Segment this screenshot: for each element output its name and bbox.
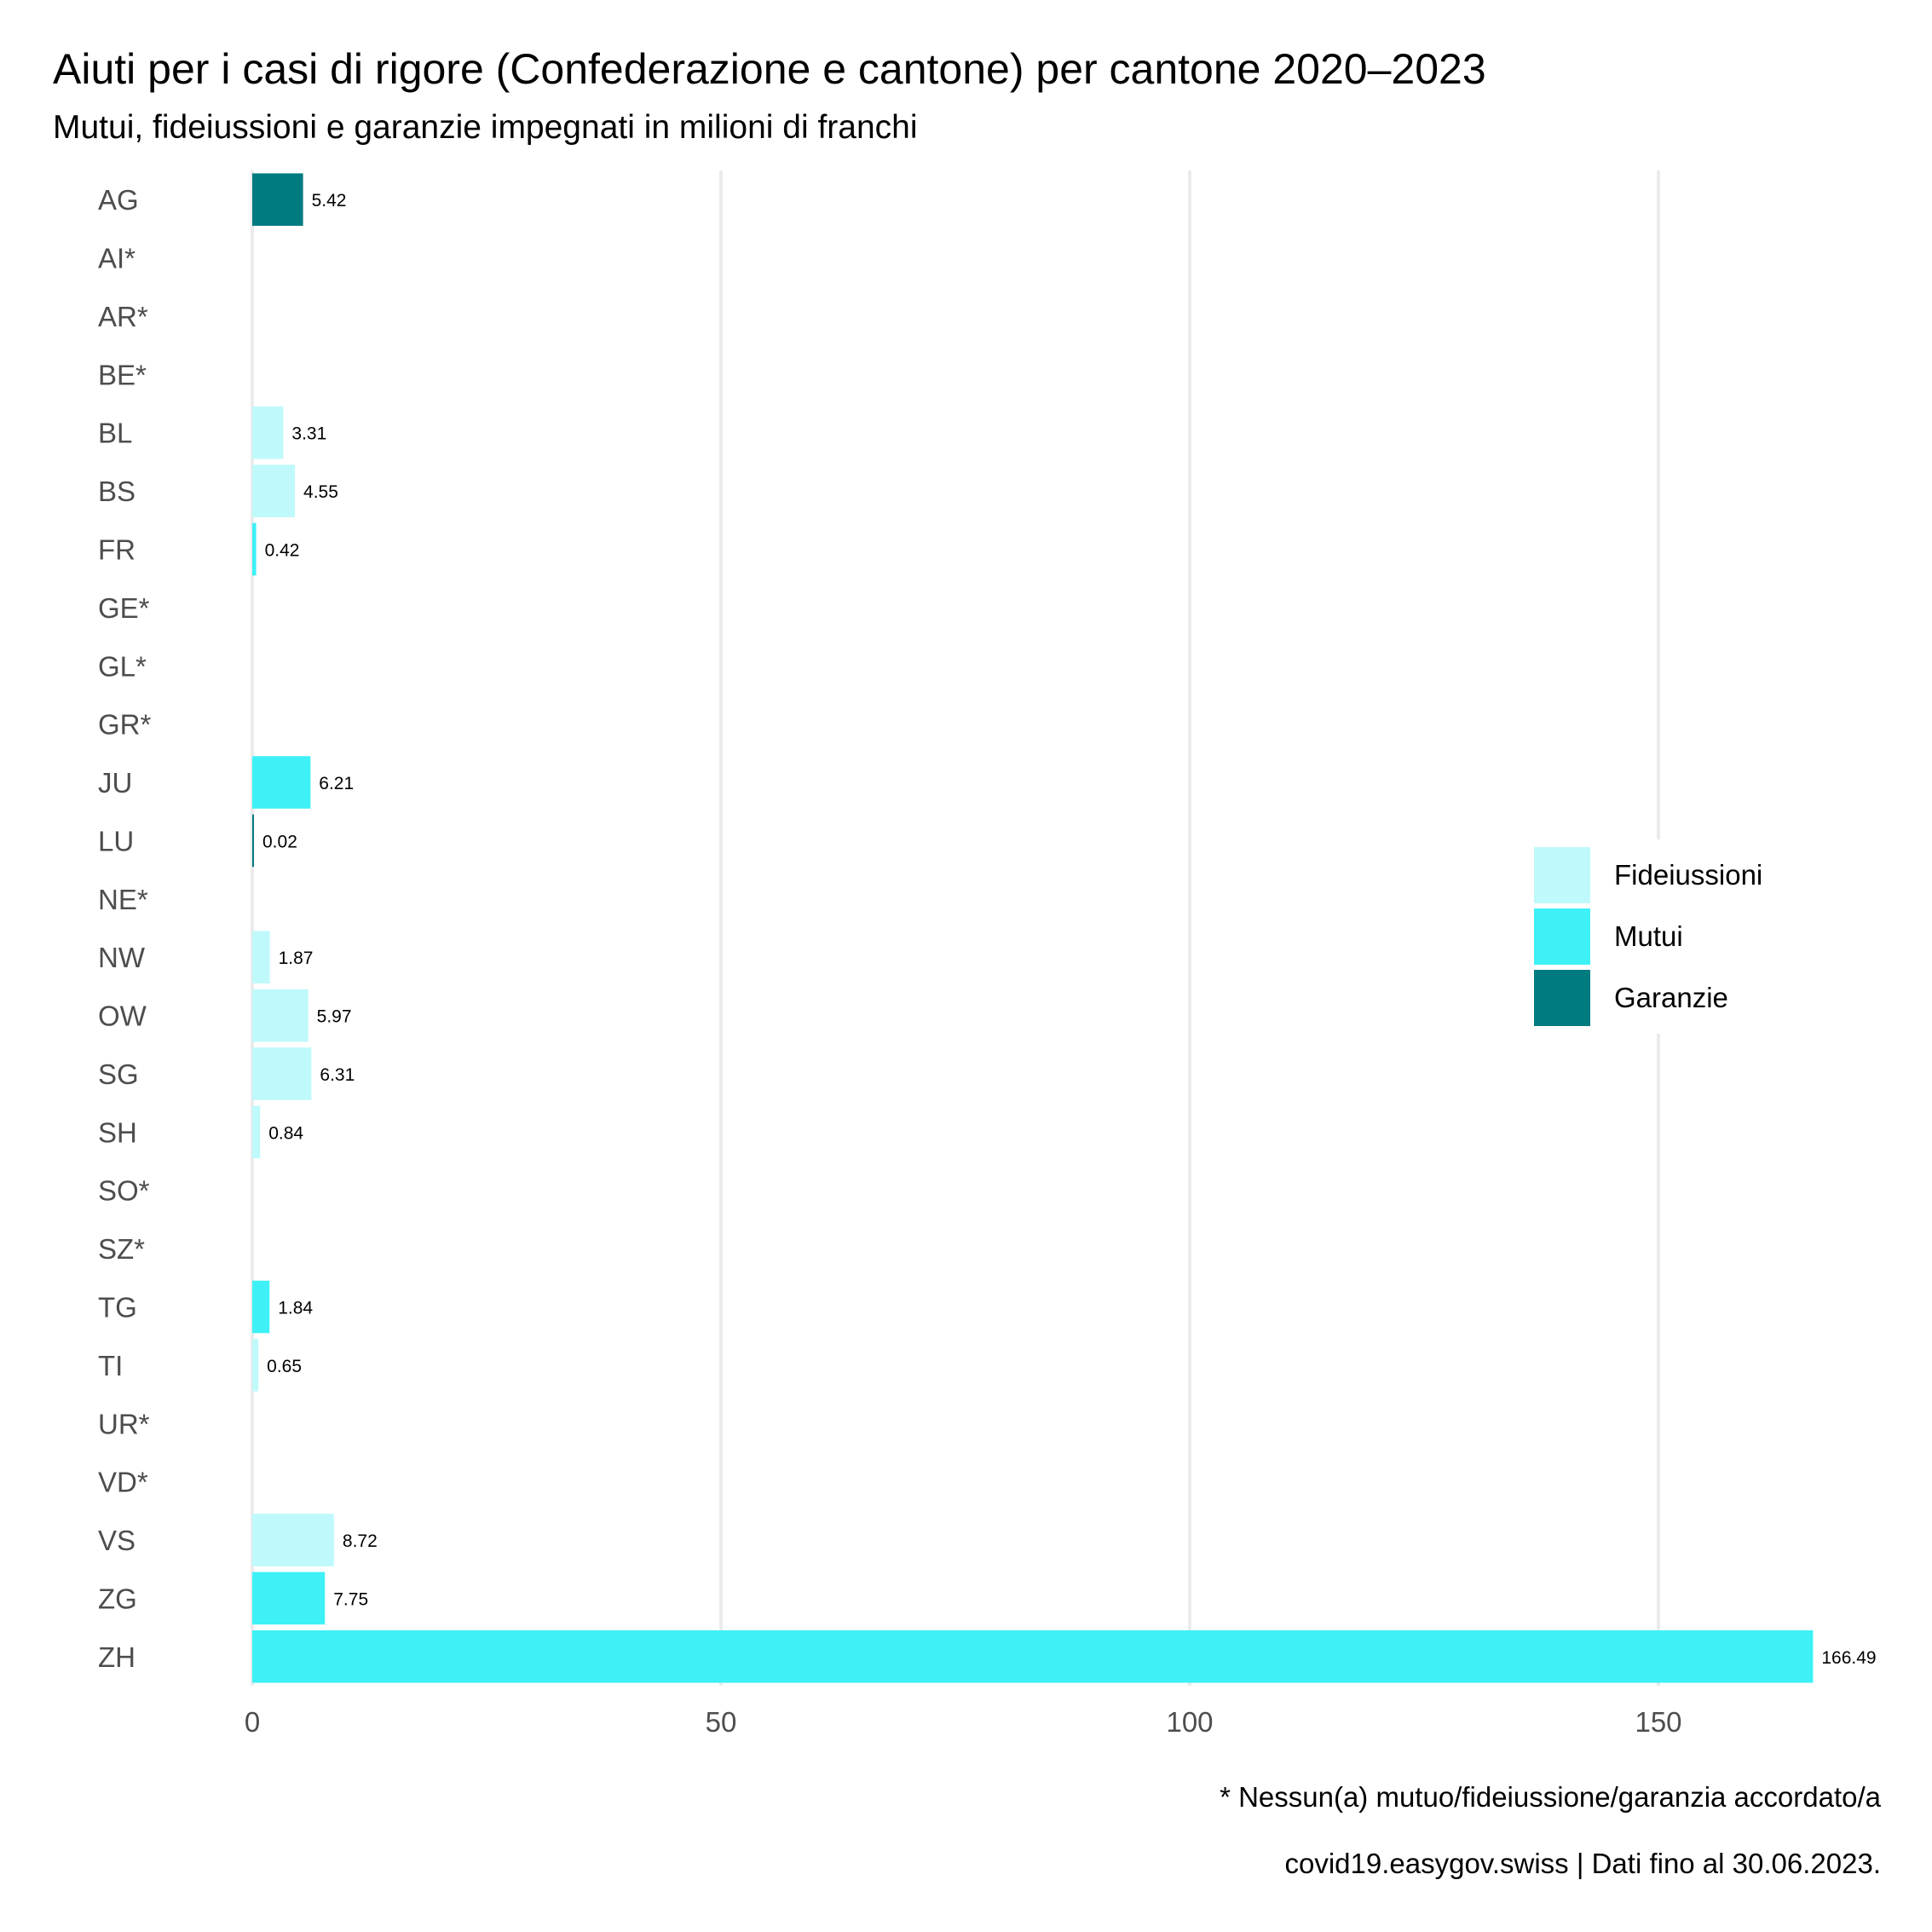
category-label-ur: UR* <box>98 1408 150 1439</box>
bar-lu <box>252 814 254 868</box>
category-label-vd: VD* <box>98 1467 148 1498</box>
category-label-lu: LU <box>98 825 134 856</box>
value-label-ow: 5.97 <box>317 1007 352 1027</box>
category-label-bs: BS <box>98 476 136 507</box>
value-label-ti: 0.65 <box>267 1357 302 1376</box>
category-label-so: SO* <box>98 1175 150 1207</box>
bars <box>252 173 1814 1683</box>
legend-swatch-mutui <box>1534 908 1590 965</box>
category-label-be: BE* <box>98 359 147 390</box>
bar-ag <box>252 173 303 226</box>
x-tick-label-50: 50 <box>706 1706 737 1738</box>
bar-sg <box>252 1047 312 1100</box>
legend-item-mutui: Mutui <box>1534 906 1762 967</box>
bar-bl <box>252 406 284 459</box>
value-label-bs: 4.55 <box>303 482 338 502</box>
category-label-vs: VS <box>98 1525 136 1556</box>
caption-note: * Nessun(a) mutuo/fideiussione/garanzia … <box>1220 1781 1881 1813</box>
chart-subtitle: Mutui, fideiussioni e garanzie impegnati… <box>53 109 918 146</box>
bar-sh <box>252 1105 261 1159</box>
category-label-tg: TG <box>98 1292 137 1324</box>
x-tick-label-150: 150 <box>1635 1706 1681 1738</box>
legend-label-mutui: Mutui <box>1614 920 1683 952</box>
category-label-sg: SG <box>98 1058 139 1090</box>
legend-item-fideiussioni: Fideiussioni <box>1534 845 1762 906</box>
value-label-sh: 0.84 <box>268 1123 303 1143</box>
category-label-ag: AG <box>98 184 139 216</box>
x-tick-label-0: 0 <box>245 1706 260 1738</box>
category-label-nw: NW <box>98 942 146 973</box>
value-label-zh: 166.49 <box>1821 1648 1876 1668</box>
value-label-bl: 3.31 <box>291 424 326 444</box>
bar-zg <box>252 1572 326 1625</box>
bar-nw <box>252 931 270 983</box>
bar-fr <box>252 522 257 576</box>
category-label-bl: BL <box>98 418 132 449</box>
legend-item-garanzie: Garanzie <box>1534 967 1762 1029</box>
value-label-sg: 6.31 <box>320 1065 355 1085</box>
legend: Fideiussioni Mutui Garanzie <box>1534 839 1784 1034</box>
grid-lines <box>251 170 1660 1686</box>
bar-vs <box>252 1514 334 1566</box>
value-label-ju: 6.21 <box>319 774 354 793</box>
category-label-gr: GR* <box>98 709 152 741</box>
legend-label-fideiussioni: Fideiussioni <box>1614 859 1763 891</box>
legend-swatch-garanzie <box>1534 970 1590 1026</box>
x-axis-ticks: 0 50 100 150 <box>245 1706 1682 1738</box>
bar-ju <box>252 756 311 809</box>
value-label-lu: 0.02 <box>262 832 297 851</box>
category-label-zg: ZG <box>98 1583 137 1614</box>
bar-tg <box>252 1280 270 1334</box>
category-label-ti: TI <box>98 1350 123 1381</box>
value-labels: 5.42 3.31 4.55 0.42 6.21 0.02 1.87 5.97 6.31 0.84… <box>262 191 1877 1668</box>
category-label-ne: NE* <box>98 884 148 915</box>
value-label-tg: 1.84 <box>278 1299 313 1318</box>
bar-ti <box>252 1339 259 1392</box>
bar-ow <box>252 989 309 1042</box>
category-labels: AG AI* AR* BE* BL BS FR GE* GL* GR* JU LU NE* NW OW SG S… <box>98 184 152 1673</box>
category-label-gl: GL* <box>98 650 147 682</box>
bar-zh <box>252 1630 1814 1683</box>
category-label-zh: ZH <box>98 1641 136 1673</box>
legend-swatch-fideiussioni <box>1534 847 1590 903</box>
value-label-nw: 1.87 <box>279 949 314 968</box>
category-label-ar: AR* <box>98 301 148 332</box>
category-label-ow: OW <box>98 1001 147 1032</box>
caption-source: covid19.easygov.swiss | Dati fino al 30.… <box>1284 1848 1881 1879</box>
category-label-sh: SH <box>98 1116 137 1148</box>
chart-title: Aiuti per i casi di rigore (Confederazio… <box>53 45 1486 93</box>
value-label-vs: 8.72 <box>343 1531 378 1551</box>
value-label-zg: 7.75 <box>333 1589 368 1609</box>
legend-label-garanzie: Garanzie <box>1614 982 1728 1013</box>
category-label-ge: GE* <box>98 592 150 624</box>
bar-bs <box>252 464 296 517</box>
value-label-ag: 5.42 <box>312 191 347 211</box>
x-tick-label-100: 100 <box>1166 1706 1213 1738</box>
category-label-ai: AI* <box>98 243 136 274</box>
category-label-ju: JU <box>98 767 132 799</box>
category-label-sz: SZ* <box>98 1233 145 1265</box>
category-label-fr: FR <box>98 534 136 566</box>
value-label-fr: 0.42 <box>265 541 300 561</box>
